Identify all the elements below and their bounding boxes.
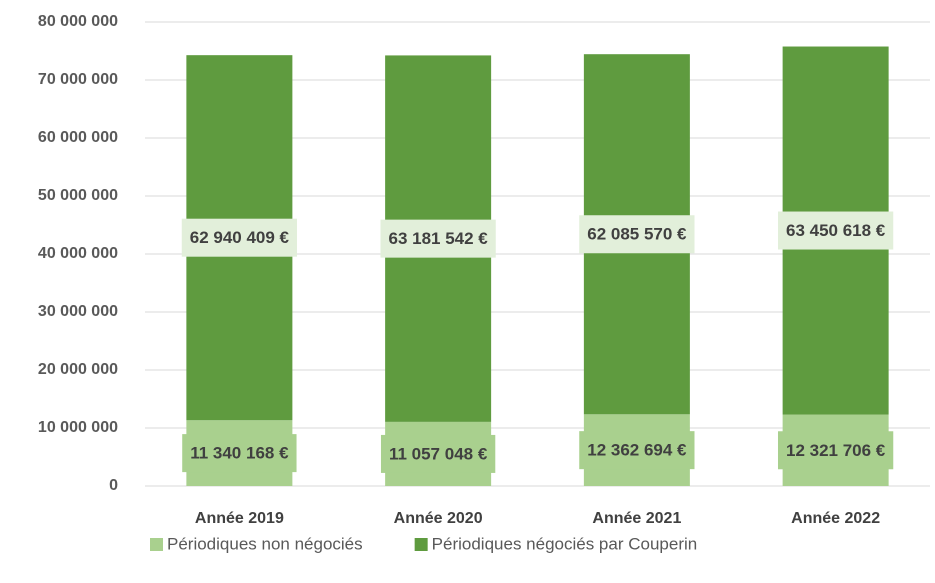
data-label: 12 362 694 € [587,441,687,460]
legend-label: Périodiques non négociés [167,534,363,553]
data-label: 63 450 618 € [786,221,886,240]
legend-swatch [414,538,428,551]
y-tick-label: 60 000 000 [38,129,118,146]
data-label-box [777,431,894,470]
x-tick-label: Année 2019 [195,510,284,527]
y-tick-label: 40 000 000 [38,245,118,262]
y-tick-label: 0 [109,477,118,494]
data-label: 11 340 168 € [190,444,289,463]
legend-swatch [150,538,163,551]
legend-label: Périodiques négociés par Couperin [432,534,698,553]
data-label-box [579,431,695,470]
x-tick-label: Année 2022 [791,510,880,527]
x-tick-label: Année 2020 [394,510,483,527]
y-tick-label: 70 000 000 [38,71,118,88]
y-tick-label: 10 000 000 [38,419,118,436]
y-tick-label: 50 000 000 [38,187,118,204]
y-tick-label: 30 000 000 [38,303,118,320]
data-label-box [579,215,695,254]
data-label-box [777,211,894,250]
data-label-box [181,218,298,257]
x-tick-label: Année 2021 [592,510,681,527]
data-label: 12 321 706 € [786,441,886,460]
data-label-box [182,434,297,473]
data-label-box [380,219,496,258]
data-label-box [380,434,496,473]
data-label: 63 181 542 € [388,229,488,248]
data-label: 11 057 048 € [389,444,488,463]
y-tick-label: 20 000 000 [38,361,118,378]
data-label: 62 085 570 € [587,225,687,244]
data-label: 62 940 409 € [190,228,290,247]
y-tick-label: 80 000 000 [38,13,118,30]
